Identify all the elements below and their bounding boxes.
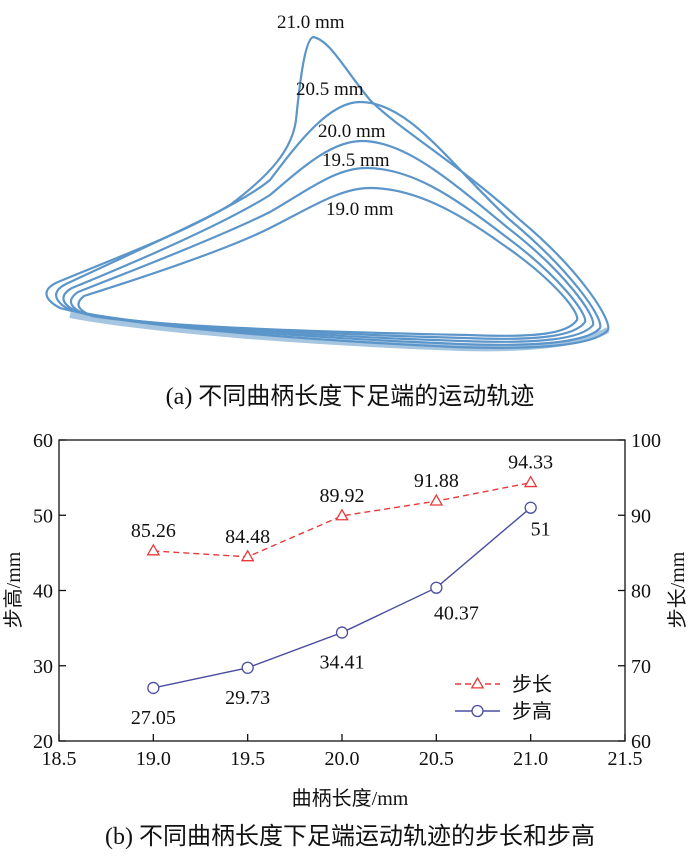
data-label: 34.41 [320,652,365,674]
panel-a-caption: (a) 不同曲柄长度下足端的运动轨迹 [166,383,535,410]
data-label: 85.26 [131,520,176,542]
data-point [523,475,538,488]
data-point [147,681,160,695]
y-left-tick-label: 50 [33,505,53,527]
curve-label-20-5: 20.5 mm [296,79,364,100]
y-right-tick-label: 90 [631,505,651,527]
data-point [430,581,443,594]
y-left-tick-label: 20 [33,731,53,753]
data-label: 29.73 [225,687,270,709]
legend-marker [470,676,485,689]
trajectory-panel: 21.0 mm 20.5 mm 20.0 mm 19.5 mm 19.0 mm … [45,12,610,410]
x-axis-title: 曲柄长度/mm [292,787,409,810]
x-tick-label: 20.5 [419,748,454,770]
y-right-tick-label: 70 [631,656,651,678]
y-right-tick-label: 100 [631,430,661,452]
data-point [335,626,349,639]
y-right-axis-title: 步长/mm [666,551,689,628]
data-point [429,493,444,506]
x-tick-label: 20.0 [325,748,360,770]
x-tick-label: 21.5 [608,748,643,770]
curve-label-19-0: 19.0 mm [326,199,394,220]
data-point [335,508,349,521]
data-label: 27.05 [131,707,176,729]
data-point [524,501,537,514]
data-label: 89.92 [320,485,365,507]
series-step-height: 27.05 29.73 34.41 40.37 51 [131,501,551,729]
data-label: 84.48 [225,526,270,548]
panel-b-caption: (b) 不同曲柄长度下足端运动轨迹的步长和步高 [105,823,595,850]
trajectory-curve [77,186,579,337]
y-left-tick-label: 40 [33,581,53,603]
trajectory-curve [69,166,587,340]
x-tick-label: 21.0 [513,748,548,770]
curve-label-19-5: 19.5 mm [322,150,390,171]
legend-label: 步高 [512,700,552,723]
legend-marker [471,704,484,718]
data-point [146,543,161,556]
data-label: 94.33 [508,452,553,474]
y-right-tick-label: 60 [631,731,651,753]
trajectory-bottom-band [69,312,610,352]
y-left-axis-title: 步高/mm [2,551,25,628]
y-left-tick-label: 30 [33,656,53,678]
curve-label-20-0: 20.0 mm [318,121,386,142]
trajectory-curves [45,35,610,352]
series-line [153,481,531,558]
trajectory-curve [55,100,602,346]
axis-ticks: 18.5 19.0 19.5 20.0 20.5 21.0 21.5 20 30 40 50 60 60… [33,430,661,770]
data-label: 40.37 [434,603,479,625]
data-label: 91.88 [414,470,459,492]
series-layer: 85.26 84.48 89.92 91.88 94.33 27.05 29.73 34.41… [131,452,553,729]
trajectory-curve [62,139,595,343]
legend-label: 步长 [512,673,552,696]
y-right-tick-label: 80 [631,581,651,603]
data-point [240,549,255,562]
series-step-length: 85.26 84.48 89.92 91.88 94.33 [131,452,553,562]
x-tick-label: 19.5 [230,748,265,770]
y-left-tick-label: 60 [33,430,53,452]
x-tick-label: 19.0 [136,748,171,770]
data-label: 51 [531,519,551,541]
curve-label-21-0: 21.0 mm [277,12,345,33]
x-tick-label: 18.5 [42,748,77,770]
step-chart-panel: 18.5 19.0 19.5 20.0 20.5 21.0 21.5 20 30 40 50 60 60… [2,430,689,850]
data-point [241,661,254,674]
